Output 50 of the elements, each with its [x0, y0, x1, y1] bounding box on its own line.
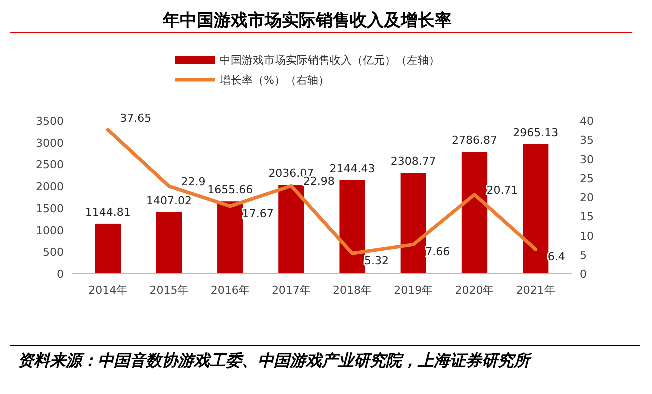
data-label: 2965.13 [513, 126, 559, 140]
y-tick-label: 3500 [36, 115, 64, 128]
y-tick-label: 2000 [36, 180, 64, 194]
bar [218, 202, 244, 274]
data-label: 7.66 [426, 246, 450, 259]
data-label: 2144.43 [330, 162, 376, 176]
legend-label: 增长率（%）（右轴） [219, 74, 330, 87]
bar [340, 180, 366, 274]
data-label: 1407.02 [146, 194, 192, 208]
data-label: 17.67 [242, 207, 274, 220]
y2-tick-label: 20 [580, 192, 594, 204]
y-tick-label: 2500 [36, 158, 64, 172]
legend-label: 中国游戏市场实际销售收入（亿元）（左轴） [220, 54, 440, 67]
data-label: 37.65 [120, 112, 152, 125]
bar [156, 212, 182, 274]
bar [400, 173, 426, 274]
x-tick-label: 2016年 [210, 284, 250, 297]
y2-tick-label: 0 [580, 268, 587, 281]
y2-tick-label: 15 [580, 210, 594, 224]
y2-tick-label: 10 [580, 230, 594, 243]
bar [278, 184, 304, 274]
x-tick-label: 2021年 [516, 284, 556, 297]
y2-tick-label: 40 [580, 115, 594, 128]
y-tick-label: 3000 [36, 136, 64, 150]
data-label: 22.9 [181, 175, 206, 188]
x-tick-label: 2020年 [455, 284, 494, 297]
y-tick-label: 1000 [36, 224, 64, 238]
x-tick-label: 2019年 [394, 284, 434, 297]
y-tick-label: 0 [57, 268, 64, 281]
data-label: 1144.81 [85, 206, 131, 219]
data-label: 6.4 [548, 250, 566, 264]
y-tick-label: 500 [43, 246, 64, 260]
y2-tick-label: 25 [580, 172, 594, 186]
y2-tick-label: 35 [580, 134, 594, 148]
y-tick-label: 1500 [36, 202, 64, 216]
chart-title: 年中国游戏市场实际销售收入及增长率 [162, 11, 452, 31]
data-label: 20.71 [486, 184, 518, 197]
bar [523, 144, 549, 274]
x-tick-label: 2018年 [333, 284, 372, 297]
bar [95, 224, 121, 274]
x-tick-label: 2015年 [150, 284, 189, 297]
y2-tick-label: 5 [580, 248, 587, 262]
data-label: 2308.77 [390, 155, 436, 168]
data-label: 1655.66 [208, 184, 254, 197]
bar [462, 152, 488, 274]
y2-tick-label: 30 [580, 153, 594, 166]
text: 资料来源：中国音数协游戏工委、中国游戏产业研究院，上海证券研究所 [18, 351, 533, 370]
x-tick-label: 2017年 [272, 284, 311, 297]
x-tick-label: 2014年 [88, 284, 128, 297]
data-label: 2786.87 [452, 134, 498, 148]
